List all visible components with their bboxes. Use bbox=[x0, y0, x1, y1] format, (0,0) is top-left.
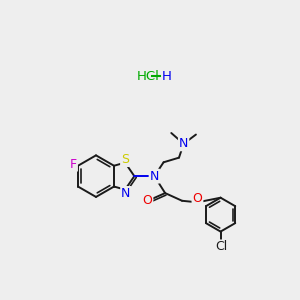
Text: O: O bbox=[193, 192, 202, 205]
Text: N: N bbox=[150, 169, 159, 183]
Text: S: S bbox=[121, 153, 129, 166]
Text: Cl: Cl bbox=[215, 241, 227, 254]
Text: HCl: HCl bbox=[137, 70, 160, 83]
Text: H: H bbox=[162, 70, 172, 83]
Text: O: O bbox=[142, 194, 152, 207]
Text: N: N bbox=[121, 187, 130, 200]
Text: N: N bbox=[179, 137, 188, 150]
Text: F: F bbox=[70, 158, 77, 171]
